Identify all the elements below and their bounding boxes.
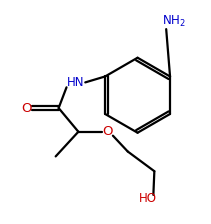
Text: NH$_2$: NH$_2$: [162, 14, 186, 29]
Text: HN: HN: [67, 76, 84, 89]
Text: HO: HO: [138, 192, 156, 205]
Text: O: O: [21, 101, 31, 114]
Text: O: O: [103, 125, 113, 138]
